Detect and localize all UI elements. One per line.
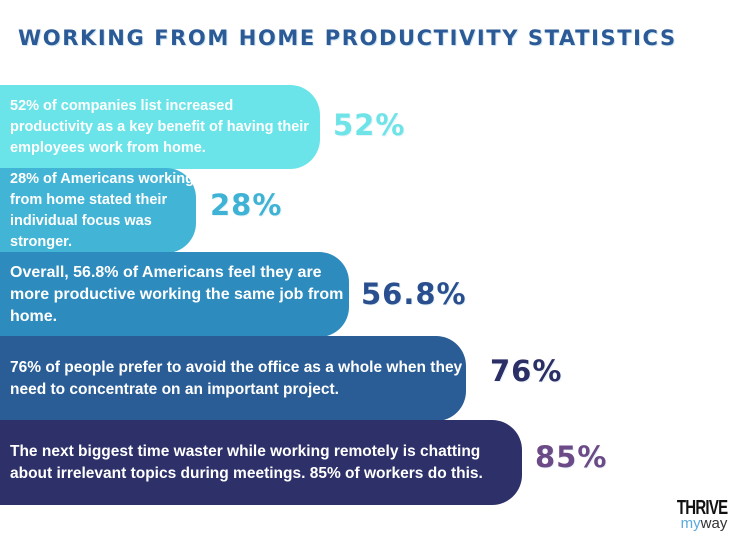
bar-text: The next biggest time waster while worki…: [10, 442, 483, 482]
data-label: 76%: [490, 354, 563, 388]
bar-text: 28% of Americans working from home state…: [10, 170, 194, 250]
bar-text: 76% of people prefer to avoid the office…: [10, 358, 463, 398]
bar-1: 28% of Americans working from home state…: [0, 168, 196, 253]
data-label: 52%: [333, 108, 406, 142]
bar-0: 52% of companies list increased producti…: [0, 85, 320, 169]
data-label: 56.8%: [361, 277, 467, 311]
bar-3: 76% of people prefer to avoid the office…: [0, 336, 466, 421]
logo-line1: THRIVE: [676, 497, 728, 519]
logo-my: my: [680, 515, 701, 532]
thrive-my-way-logo: THRIVE myway: [660, 497, 728, 532]
bar-2: Overall, 56.8% of Americans feel they ar…: [0, 252, 349, 337]
chart-title: WORKING FROM HOME PRODUCTIVITY STATISTIC…: [18, 26, 677, 50]
bar-4: The next biggest time waster while worki…: [0, 420, 522, 505]
data-label: 85%: [535, 440, 608, 474]
logo-way: way: [700, 515, 728, 532]
bar-text: Overall, 56.8% of Americans feel they ar…: [10, 263, 344, 325]
bar-text: 52% of companies list increased producti…: [10, 97, 309, 156]
data-label: 28%: [210, 188, 283, 222]
